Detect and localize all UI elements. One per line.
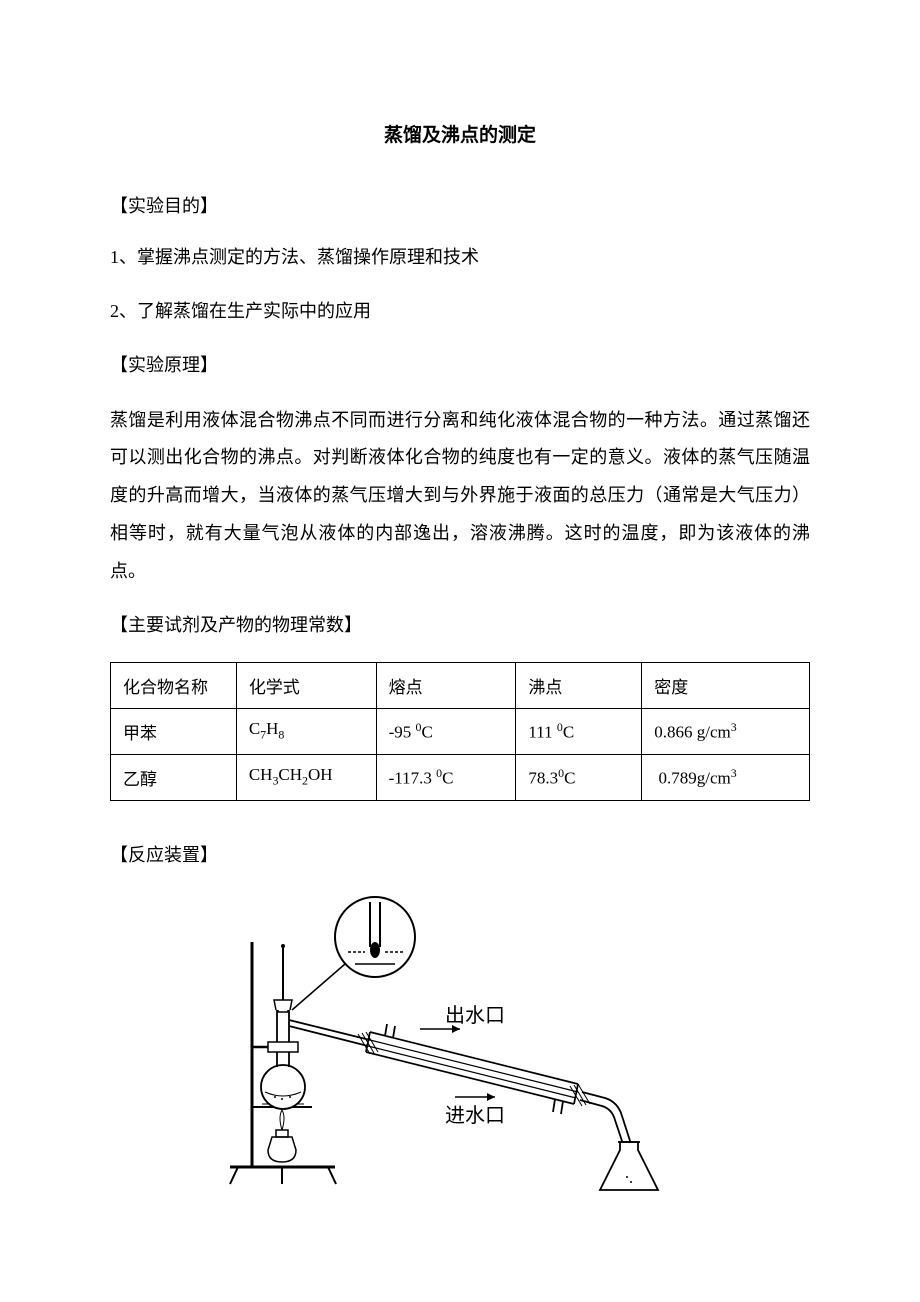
cell-density: 0.866 g/cm3 bbox=[642, 708, 810, 754]
principle-header: 【实验原理】 bbox=[110, 351, 810, 377]
principle-text: 蒸馏是利用液体混合物沸点不同而进行分离和纯化液体混合物的一种方法。通过蒸馏还可以… bbox=[110, 402, 810, 591]
purpose-item-1: 1、掌握沸点测定的方法、蒸馏操作原理和技术 bbox=[110, 243, 810, 272]
th-bp: 沸点 bbox=[516, 662, 642, 708]
apparatus-diagram: 出水口 进水口 bbox=[110, 892, 810, 1212]
th-formula: 化学式 bbox=[236, 662, 376, 708]
cell-bp: 111 0C bbox=[516, 708, 642, 754]
cell-formula: CH3CH2OH bbox=[236, 754, 376, 800]
table-row: 甲苯 C7H8 -95 0C 111 0C 0.866 g/cm3 bbox=[111, 708, 810, 754]
purpose-header: 【实验目的】 bbox=[110, 192, 810, 218]
cell-mp: -95 0C bbox=[376, 708, 516, 754]
apparatus-header: 【反应装置】 bbox=[110, 841, 810, 867]
th-mp: 熔点 bbox=[376, 662, 516, 708]
cell-density: 0.789g/cm3 bbox=[642, 754, 810, 800]
th-density: 密度 bbox=[642, 662, 810, 708]
table-row: 乙醇 CH3CH2OH -117.3 0C 78.30C 0.789g/cm3 bbox=[111, 754, 810, 800]
cell-formula: C7H8 bbox=[236, 708, 376, 754]
cell-mp: -117.3 0C bbox=[376, 754, 516, 800]
water-out-label: 出水口 bbox=[445, 1004, 505, 1027]
purpose-item-2: 2、了解蒸馏在生产实际中的应用 bbox=[110, 297, 810, 326]
water-in-label: 进水口 bbox=[445, 1104, 505, 1127]
th-name: 化合物名称 bbox=[111, 662, 237, 708]
distillation-apparatus-svg: 出水口 进水口 bbox=[220, 892, 700, 1212]
constants-table: 化合物名称 化学式 熔点 沸点 密度 甲苯 C7H8 -95 0C 111 0C… bbox=[110, 662, 810, 801]
table-header-row: 化合物名称 化学式 熔点 沸点 密度 bbox=[111, 662, 810, 708]
page-title: 蒸馏及沸点的测定 bbox=[110, 120, 810, 147]
cell-name: 乙醇 bbox=[111, 754, 237, 800]
constants-header: 【主要试剂及产物的物理常数】 bbox=[110, 611, 810, 637]
cell-bp: 78.30C bbox=[516, 754, 642, 800]
cell-name: 甲苯 bbox=[111, 708, 237, 754]
